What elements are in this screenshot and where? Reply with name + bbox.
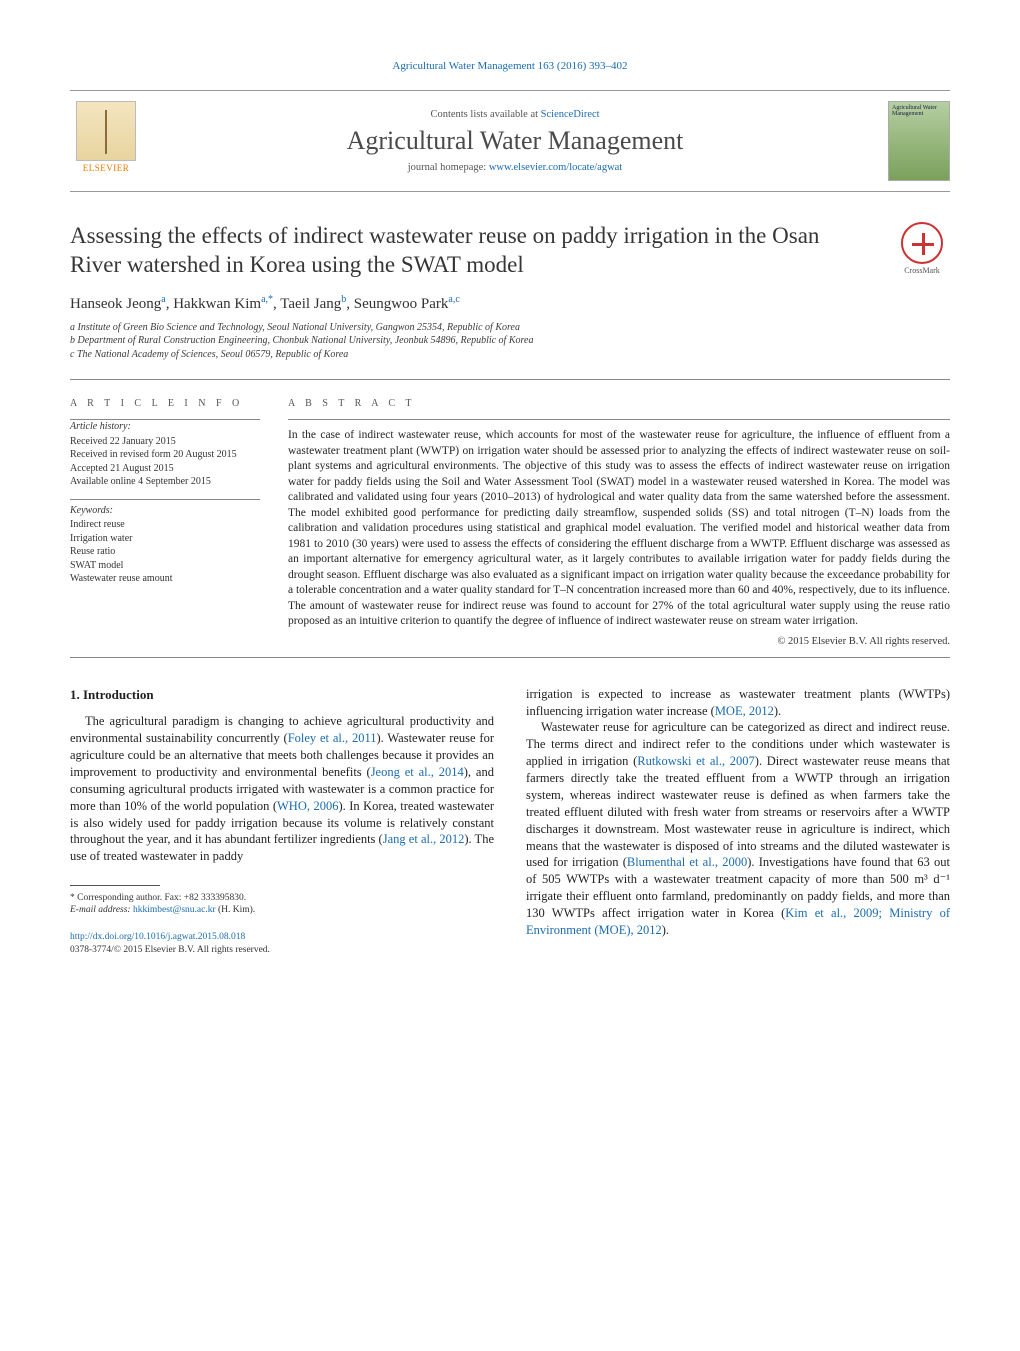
history-line: Received 22 January 2015	[70, 435, 260, 449]
info-divider-2	[70, 499, 260, 500]
citation-link[interactable]: Blumenthal et al., 2000	[627, 855, 747, 869]
history-subhead: Article history:	[70, 420, 260, 434]
article-info-heading: A R T I C L E I N F O	[70, 398, 260, 409]
body-paragraph: irrigation is expected to increase as wa…	[526, 686, 950, 720]
affiliation-line: b Department of Rural Construction Engin…	[70, 334, 950, 348]
citation-link[interactable]: Foley et al., 2011	[288, 731, 377, 745]
author: Seungwoo Parka,c	[354, 296, 460, 312]
intro-heading: 1. Introduction	[70, 686, 494, 704]
abs-divider	[288, 419, 950, 420]
sciencedirect-link[interactable]: ScienceDirect	[541, 109, 600, 120]
corresponding-author-note: * Corresponding author. Fax: +82 3333958…	[70, 892, 494, 904]
body-col-right: irrigation is expected to increase as wa…	[526, 686, 950, 957]
citation-link[interactable]: MOE, 2012	[715, 704, 774, 718]
affiliation-line: a Institute of Green Bio Science and Tec…	[70, 321, 950, 335]
article-history: Article history: Received 22 January 201…	[70, 420, 260, 586]
abstract-text: In the case of indirect wastewater reuse…	[288, 428, 950, 630]
running-head: Agricultural Water Management 163 (2016)…	[70, 60, 950, 72]
doi-block: http://dx.doi.org/10.1016/j.agwat.2015.0…	[70, 931, 494, 957]
journal-cover-thumb: Agricultural Water Management	[888, 101, 950, 181]
page-root: Agricultural Water Management 163 (2016)…	[0, 0, 1020, 996]
keyword: Wastewater reuse amount	[70, 572, 260, 586]
keyword: SWAT model	[70, 559, 260, 573]
keyword: Indirect reuse	[70, 518, 260, 532]
author: Taeil Jangb	[280, 296, 346, 312]
elsevier-label: ELSEVIER	[83, 163, 130, 173]
abstract-heading: A B S T R A C T	[288, 398, 950, 409]
masthead-center: Contents lists available at ScienceDirec…	[142, 109, 888, 173]
title-row: Assessing the effects of indirect wastew…	[70, 222, 950, 280]
divider-bottom	[70, 657, 950, 658]
keyword: Irrigation water	[70, 532, 260, 546]
body-text: ).	[774, 704, 781, 718]
author: Hakkwan Kima,*	[173, 296, 273, 312]
journal-name: Agricultural Water Management	[142, 126, 888, 156]
email-line: E-mail address: hkkimbest@snu.ac.kr (H. …	[70, 904, 494, 916]
contents-line: Contents lists available at ScienceDirec…	[142, 109, 888, 120]
info-abstract-row: A R T I C L E I N F O Article history: R…	[70, 398, 950, 647]
email-label: E-mail address:	[70, 905, 133, 915]
author: Hanseok Jeonga	[70, 296, 166, 312]
crossmark-badge[interactable]: CrossMark	[894, 222, 950, 278]
homepage-link[interactable]: www.elsevier.com/locate/agwat	[489, 162, 622, 173]
divider-top	[70, 379, 950, 380]
article-title: Assessing the effects of indirect wastew…	[70, 222, 874, 280]
footnote-separator	[70, 885, 160, 886]
citation-link[interactable]: Rutkowski et al., 2007	[637, 754, 755, 768]
email-suffix: (H. Kim).	[216, 905, 256, 915]
body-col-left: 1. Introduction The agricultural paradig…	[70, 686, 494, 957]
abstract-col: A B S T R A C T In the case of indirect …	[288, 398, 950, 647]
elsevier-logo: ELSEVIER	[70, 101, 142, 181]
intro-paragraph-1: The agricultural paradigm is changing to…	[70, 713, 494, 865]
history-line: Available online 4 September 2015	[70, 475, 260, 489]
contents-prefix: Contents lists available at	[430, 109, 540, 120]
citation-link[interactable]: Jang et al., 2012	[383, 832, 465, 846]
body-columns: 1. Introduction The agricultural paradig…	[70, 686, 950, 957]
elsevier-tree-icon	[76, 101, 136, 161]
doi-link[interactable]: http://dx.doi.org/10.1016/j.agwat.2015.0…	[70, 931, 494, 944]
affiliations: a Institute of Green Bio Science and Tec…	[70, 321, 950, 362]
crossmark-icon	[901, 222, 943, 264]
author-list: Hanseok Jeonga, Hakkwan Kima,*, Taeil Ja…	[70, 294, 950, 313]
homepage-line: journal homepage: www.elsevier.com/locat…	[142, 162, 888, 173]
keywords-subhead: Keywords:	[70, 504, 260, 518]
keyword: Reuse ratio	[70, 545, 260, 559]
history-line: Received in revised form 20 August 2015	[70, 448, 260, 462]
body-text: ).	[662, 923, 669, 937]
abstract-copyright: © 2015 Elsevier B.V. All rights reserved…	[288, 636, 950, 647]
masthead: ELSEVIER Contents lists available at Sci…	[70, 90, 950, 192]
history-line: Accepted 21 August 2015	[70, 462, 260, 476]
body-paragraph: Wastewater reuse for agriculture can be …	[526, 719, 950, 938]
cover-thumb-label: Agricultural Water Management	[892, 105, 946, 117]
article-info-col: A R T I C L E I N F O Article history: R…	[70, 398, 260, 647]
crossmark-label: CrossMark	[904, 266, 940, 275]
citation-link[interactable]: Jeong et al., 2014	[371, 765, 464, 779]
body-text: ). Direct wastewater reuse means that fa…	[526, 754, 950, 869]
homepage-prefix: journal homepage:	[408, 162, 489, 173]
citation-link[interactable]: WHO, 2006	[277, 799, 338, 813]
affiliation-line: c The National Academy of Sciences, Seou…	[70, 348, 950, 362]
issn-line: 0378-3774/© 2015 Elsevier B.V. All right…	[70, 944, 494, 957]
email-link[interactable]: hkkimbest@snu.ac.kr	[133, 905, 216, 915]
